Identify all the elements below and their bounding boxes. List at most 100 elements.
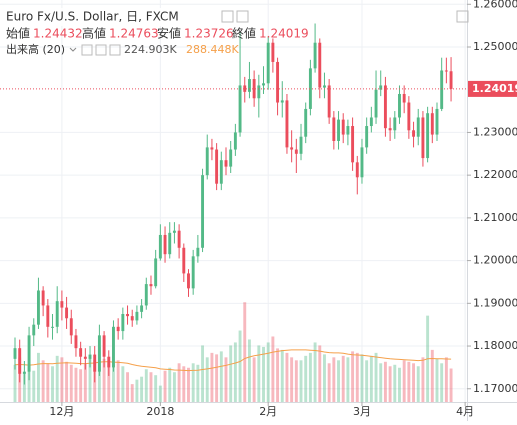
volume-value: 224.903K [124,43,177,56]
candle-body [55,301,59,327]
candle-body [402,93,406,103]
volume-bar [22,372,26,402]
volume-bar [102,358,106,402]
grid [0,0,467,402]
candle-body [219,160,223,184]
volume-bar [215,354,219,402]
volume-bar [126,372,129,402]
volume-bar [416,366,420,402]
ohlc-value: 1.24432 [33,27,83,41]
icon[interactable] [81,44,93,56]
volume-bar [266,342,270,402]
candle-body [36,290,40,325]
volume-bar [51,366,54,402]
candle-body [74,335,78,349]
volume-bar [313,342,317,402]
candle-body [65,307,69,319]
candle-body [158,234,162,259]
volume-bar [233,342,237,402]
candle-body [346,126,350,135]
volume-bar [210,352,214,402]
volume-bar [360,354,364,402]
volume-bar [365,360,369,402]
y-tick-label: 1.21000 [473,211,517,224]
y-tick-label: 1.26000 [473,0,517,10]
candle-body [435,108,439,135]
volume-bar [219,351,223,402]
volume-bar [55,355,59,402]
y-tick-label: 1.18000 [473,339,517,352]
candle-body [163,234,167,255]
y-tick-label: 1.25000 [473,40,517,53]
candle-body [318,42,322,88]
last-price-box [468,80,517,97]
ohlc-value: 1.23726 [184,27,234,41]
candle-body [107,356,111,368]
candle-body [383,85,387,129]
volume-bar [262,346,265,402]
volume-bar [285,352,289,402]
icon[interactable] [236,10,249,23]
x-tick-label: 2月 [259,405,277,418]
volume-bar [369,355,373,402]
candle-body [210,147,214,150]
candle-body [69,318,73,336]
volume-bar [243,302,247,402]
candle-body [421,117,425,159]
volume-bar [327,363,331,402]
candle-body [374,89,378,118]
volume-bar [252,357,256,402]
volume-bar [107,363,111,402]
candle-body [266,42,270,84]
candle-body [262,83,265,86]
volume-bar [135,379,139,402]
icon[interactable] [221,10,234,23]
candle-body [398,93,401,118]
candle-body [41,290,45,306]
volume-bar [444,357,448,402]
volume-bar [69,364,73,402]
volume-bar [224,357,228,402]
candle-body [130,316,134,321]
candle-body [365,126,369,148]
volume-bar [205,357,209,402]
x-tick-label: 2018 [146,405,174,418]
candle-body [355,162,359,178]
candle-body [51,326,54,328]
volume-bar [299,360,303,402]
candle-body [430,113,434,135]
volume-bar [187,367,190,402]
volume-bar [112,364,115,402]
volume-bar [351,351,355,402]
volume-bar [238,330,242,402]
ohlc-label: 安値 [157,26,181,41]
volume-bar [407,361,411,402]
candle-body [360,147,364,178]
candle-body [168,232,172,255]
candle-body [327,85,331,118]
candle-body [140,305,144,312]
volume-bar [65,361,69,402]
volume-bar [304,355,308,402]
candle-layer [0,23,467,385]
candle-body [332,117,336,141]
candle-body [126,313,129,317]
volume-bar [379,363,383,402]
caret[interactable] [69,47,77,52]
volume-bar [294,360,298,402]
icon[interactable] [95,44,107,56]
last-price-label: 1.24019 [472,82,517,95]
volume-bar [140,376,144,402]
candle-body [257,85,261,99]
settings-icon[interactable] [456,10,469,23]
icon[interactable] [109,44,121,56]
candle-body [191,256,195,289]
candle-body [341,119,345,135]
candle-body [285,100,289,148]
candle-body [215,149,219,184]
volume-bar [355,352,359,402]
volume-bar [130,384,134,402]
candle-body [13,348,17,359]
volume-bar [149,372,153,402]
